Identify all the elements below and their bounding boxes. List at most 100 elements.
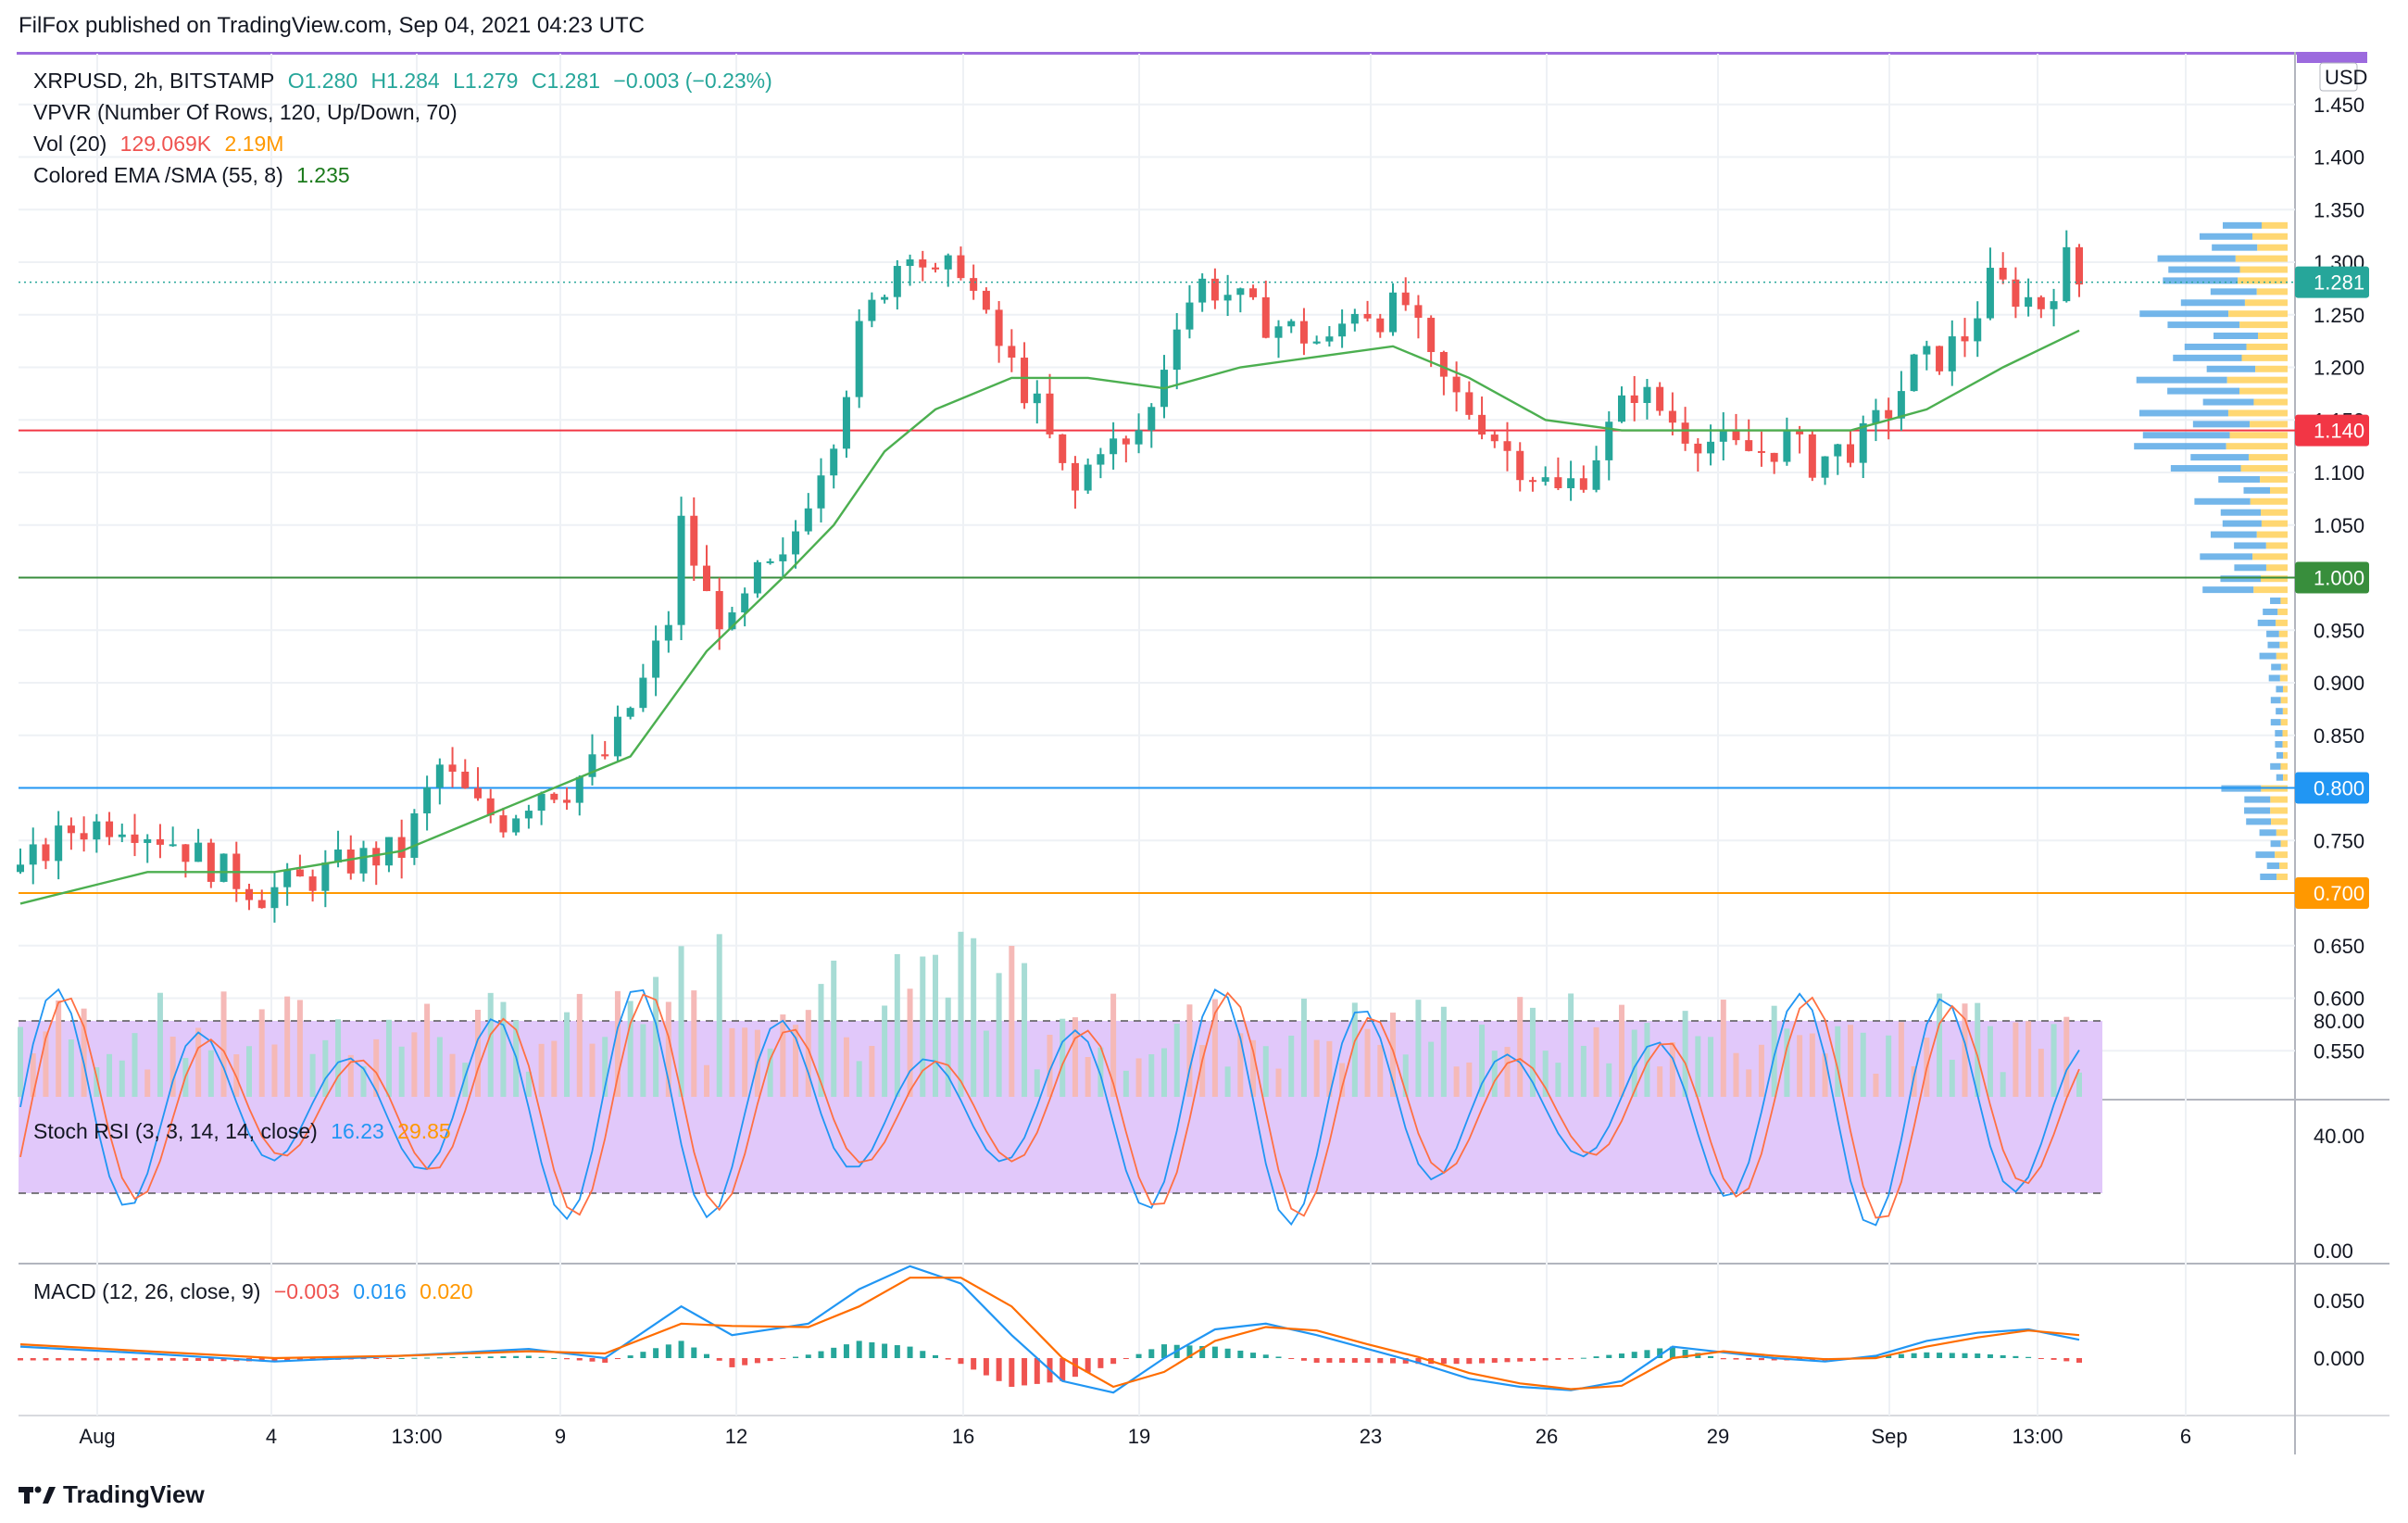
volume-bar — [1022, 963, 1028, 1097]
macd-hist-bar — [2063, 1358, 2070, 1362]
candle-body — [423, 787, 432, 813]
macd-hist-bar — [767, 1358, 773, 1362]
volume-bar — [246, 1046, 252, 1097]
candle-body — [1439, 351, 1448, 377]
volume-bar — [1110, 993, 1117, 1097]
volume-bar — [1428, 1041, 1435, 1097]
main-legend: XRPUSD, 2h, BITSTAMP O1.280 H1.284 L1.27… — [33, 69, 780, 94]
volume-bar — [1606, 1063, 1612, 1097]
volume-bar — [1987, 1026, 1993, 1097]
macd-hist-bar — [576, 1358, 583, 1361]
macd-hist-bar — [894, 1345, 900, 1358]
macd-hist-bar — [640, 1352, 646, 1358]
candle-body — [575, 776, 583, 803]
candle-body — [779, 554, 787, 561]
vpvr-up-bar — [2270, 762, 2281, 770]
vpvr-legend[interactable]: VPVR (Number Of Rows, 120, Up/Down, 70) — [33, 100, 465, 125]
legend-high: H1.284 — [370, 69, 440, 93]
candle-body — [118, 834, 126, 837]
macd-hist-bar — [551, 1358, 558, 1359]
candle-body — [664, 624, 672, 641]
vpvr-down-bar — [2227, 409, 2288, 417]
candle-body — [1261, 296, 1270, 338]
volume-bar — [1034, 1069, 1040, 1097]
macd-signal-value: 0.016 — [353, 1279, 407, 1303]
vpvr-down-bar — [2228, 310, 2288, 318]
candle-body — [537, 793, 546, 812]
x-tick-label: 19 — [1128, 1425, 1150, 1448]
macd-hist-bar — [30, 1358, 36, 1361]
volume-bar — [971, 938, 977, 1097]
candle-body — [1745, 440, 1753, 451]
candle-body — [1834, 444, 1842, 457]
candle-body — [995, 309, 1003, 346]
macd-hist-bar — [1250, 1353, 1257, 1358]
macd-hist-bar — [94, 1358, 100, 1361]
vpvr-down-bar — [2280, 840, 2288, 848]
macd-hist-bar — [1644, 1350, 1650, 1358]
vpvr-down-bar — [2283, 774, 2288, 781]
candle-body — [55, 825, 63, 862]
macd-hist-bar — [1390, 1358, 1396, 1364]
macd-hist-bar — [907, 1346, 913, 1358]
volume-bar — [640, 1024, 646, 1097]
currency-tag-bg — [2319, 62, 2358, 92]
y-tick-label: 0.750 — [2314, 829, 2364, 852]
macd-hist-bar — [1580, 1357, 1587, 1359]
vpvr-down-bar — [2270, 486, 2288, 494]
vpvr-down-bar — [2277, 608, 2288, 615]
vpvr-down-bar — [2282, 740, 2288, 748]
candle-body — [486, 798, 495, 816]
macd-legend[interactable]: MACD (12, 26, close, 9) −0.003 0.016 0.0… — [33, 1279, 481, 1304]
macd-hist-bar — [945, 1358, 951, 1360]
candle-body — [1452, 376, 1461, 393]
vpvr-up-bar — [2268, 674, 2280, 682]
macd-hist-bar — [780, 1358, 786, 1359]
volume-bar — [18, 1026, 23, 1097]
candle-body — [1630, 395, 1638, 403]
vpvr-down-bar — [2261, 221, 2288, 229]
macd-hist-bar — [1962, 1353, 1968, 1358]
volume-bar — [1517, 997, 1524, 1097]
volume-bar — [2038, 1049, 2044, 1097]
vpvr-down-bar — [2275, 851, 2288, 859]
macd-hist-bar — [793, 1356, 799, 1358]
candle-body — [499, 815, 508, 833]
ema-legend[interactable]: Colored EMA /SMA (55, 8) 1.235 — [33, 163, 357, 188]
macd-hist-bar — [754, 1358, 760, 1364]
macd-hist-bar — [169, 1358, 176, 1361]
vpvr-down-bar — [2280, 719, 2288, 726]
macd-label: MACD (12, 26, close, 9) — [33, 1279, 261, 1303]
volume-legend[interactable]: Vol (20) 129.069K 2.19M — [33, 132, 291, 157]
macd-hist-bar — [1097, 1358, 1104, 1368]
candle-body — [1605, 422, 1613, 460]
tradingview-footer[interactable]: TradingView — [19, 1480, 205, 1509]
candle-body — [257, 900, 266, 909]
candle-body — [2025, 296, 2033, 308]
x-tick-label: 26 — [1536, 1425, 1558, 1448]
macd-hist-bar — [564, 1358, 571, 1360]
candle-body — [1707, 441, 1715, 454]
macd-hist-bar — [475, 1356, 481, 1358]
level-label: 0.700 — [2314, 882, 2364, 905]
macd-hist-bar — [1873, 1355, 1879, 1358]
macd-hist-bar — [1911, 1353, 1917, 1358]
candle-body — [830, 448, 838, 476]
vpvr-down-bar — [2280, 697, 2288, 704]
vpvr-up-bar — [2244, 796, 2271, 803]
macd-hist-bar — [869, 1341, 875, 1358]
vpvr-up-bar — [2206, 365, 2256, 372]
candle-body — [67, 825, 75, 834]
vol-label: Vol (20) — [33, 132, 107, 156]
stoch-legend[interactable]: Stoch RSI (3, 3, 14, 14, close) 16.23 29… — [33, 1119, 458, 1144]
candle-body — [384, 837, 393, 866]
candle-body — [1084, 464, 1092, 491]
x-tick-label: 6 — [2180, 1425, 2191, 1448]
macd-hist-bar — [1517, 1358, 1524, 1362]
legend-symbol[interactable]: XRPUSD, 2h, BITSTAMP — [33, 69, 275, 93]
macd-hist-bar — [462, 1356, 469, 1358]
vpvr-down-bar — [2276, 652, 2288, 660]
macd-hist-bar — [843, 1344, 849, 1358]
volume-bar — [1060, 1018, 1066, 1097]
